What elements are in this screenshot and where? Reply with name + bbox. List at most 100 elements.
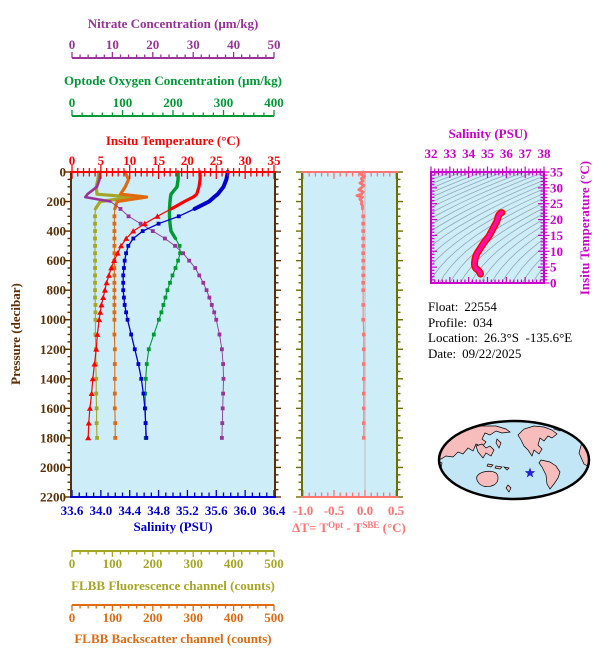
svg-text:35: 35	[268, 153, 282, 168]
svg-text:1600: 1600	[40, 401, 66, 416]
svg-text:10: 10	[550, 244, 563, 259]
svg-text:0: 0	[69, 37, 76, 52]
svg-text:2000: 2000	[40, 460, 66, 475]
backscatter-axis-title: FLBB Backscatter channel (counts)	[74, 631, 272, 646]
svg-text:100: 100	[103, 556, 123, 571]
profile-value: 034	[473, 314, 493, 330]
pressure-axis-title: Pressure (decibar)	[8, 283, 23, 385]
location-value: 26.3°S -135.6°E	[483, 330, 573, 345]
svg-text:0.0: 0.0	[357, 503, 373, 518]
salinity-axis-title: Salinity (PSU)	[133, 519, 213, 534]
float-id-row: Float: 22554	[428, 299, 572, 315]
svg-text:400: 400	[47, 224, 67, 239]
svg-text:200: 200	[47, 194, 67, 209]
svg-text:34.4: 34.4	[118, 503, 141, 518]
svg-text:36.4: 36.4	[263, 503, 286, 518]
svg-text:2200: 2200	[40, 490, 66, 505]
svg-text:33.6: 33.6	[61, 503, 84, 518]
oxygen-axis: 0 100 200 300 400	[69, 95, 284, 117]
svg-text:34.8: 34.8	[147, 503, 170, 518]
svg-text:36: 36	[500, 146, 514, 161]
svg-text:1000: 1000	[40, 312, 66, 327]
svg-text:0: 0	[69, 153, 76, 168]
svg-text:0: 0	[550, 276, 557, 291]
svg-text:35.6: 35.6	[205, 503, 228, 518]
svg-text:37: 37	[519, 146, 533, 161]
svg-text:500: 500	[264, 556, 284, 571]
svg-text:400: 400	[264, 95, 284, 110]
svg-text:20: 20	[181, 153, 194, 168]
svg-text:30: 30	[550, 180, 563, 195]
svg-text:20: 20	[550, 212, 563, 227]
svg-text:34.0: 34.0	[89, 503, 112, 518]
svg-text:0: 0	[69, 610, 76, 625]
svg-text:34: 34	[462, 146, 476, 161]
svg-text:32: 32	[425, 146, 438, 161]
svg-text:300: 300	[183, 556, 203, 571]
delta-t-sup-opt: Opt	[328, 520, 344, 530]
svg-text:300: 300	[183, 610, 203, 625]
svg-text:35: 35	[481, 146, 495, 161]
svg-text:100: 100	[113, 95, 133, 110]
svg-text:33: 33	[443, 146, 457, 161]
svg-text:0: 0	[69, 95, 76, 110]
svg-text:600: 600	[47, 253, 67, 268]
delta-t-axis-title: ΔT= TOpt - TSBE (°C)	[292, 520, 406, 536]
svg-text:200: 200	[143, 610, 163, 625]
isopycnal-contours	[431, 172, 544, 283]
svg-text:400: 400	[224, 556, 244, 571]
svg-text:30: 30	[239, 153, 252, 168]
float-id-label: Float:	[428, 299, 459, 314]
svg-text:25: 25	[210, 153, 224, 168]
fluorescence-axis-title: FLBB Fluorescence channel (counts)	[71, 578, 275, 593]
location-label: Location:	[428, 330, 478, 345]
svg-text:100: 100	[103, 610, 123, 625]
svg-text:25: 25	[550, 196, 564, 211]
svg-text:-0.5: -0.5	[324, 503, 345, 518]
svg-text:0.5: 0.5	[388, 503, 405, 518]
svg-text:10: 10	[106, 37, 119, 52]
svg-text:5: 5	[550, 260, 557, 275]
temperature-axis-title: Insitu Temperature (°C)	[105, 133, 241, 148]
svg-text:35.2: 35.2	[176, 503, 199, 518]
fluorescence-axis: 0 100 200 300 400 500	[69, 550, 284, 571]
delta-t-mid: - T	[343, 520, 363, 535]
profile-label: Profile:	[428, 314, 467, 330]
oxygen-axis-title: Optode Oxygen Concentration (μm/kg)	[64, 73, 282, 88]
svg-text:200: 200	[143, 556, 163, 571]
svg-text:400: 400	[224, 610, 244, 625]
world-map	[437, 419, 591, 501]
svg-text:1200: 1200	[40, 342, 66, 357]
svg-text:20: 20	[146, 37, 159, 52]
svg-text:300: 300	[214, 95, 234, 110]
svg-text:1800: 1800	[40, 430, 66, 445]
location-row: Location: 26.3°S -135.6°E	[428, 330, 572, 346]
svg-text:36.0: 36.0	[234, 503, 257, 518]
svg-text:50: 50	[268, 37, 281, 52]
float-info-block: Float: 22554 Profile: 034 Location: 26.3°S …	[428, 299, 572, 361]
main-profile-panel: 0 200 400 600 800 1000 1200 1400 1600 1800 2000 220…	[40, 153, 286, 518]
backscatter-axis: 0 100 200 300 400 500	[69, 604, 284, 625]
svg-text:1400: 1400	[40, 371, 66, 386]
nitrate-axis-title: Nitrate Concentration (μm/kg)	[87, 16, 259, 31]
svg-text:35: 35	[550, 165, 564, 180]
delta-t-prefix: ΔT= T	[292, 520, 329, 535]
svg-text:500: 500	[264, 610, 284, 625]
delta-t-panel: -1.0 -0.5 0.0 0.5	[293, 170, 405, 518]
svg-text:800: 800	[47, 283, 67, 298]
date-value: 09/22/2025	[462, 345, 522, 361]
svg-text:-1.0: -1.0	[293, 503, 314, 518]
ts-temperature-axis-title: Insitu Temperature (°C)	[577, 160, 592, 296]
svg-text:0: 0	[69, 556, 76, 571]
svg-text:30: 30	[187, 37, 200, 52]
profile-row: Profile: 034	[428, 315, 572, 331]
svg-text:10: 10	[123, 153, 136, 168]
svg-text:200: 200	[163, 95, 183, 110]
delta-t-suffix: (°C)	[379, 520, 406, 535]
ts-salinity-axis-title: Salinity (PSU)	[448, 126, 528, 141]
svg-text:15: 15	[550, 228, 564, 243]
svg-text:15: 15	[152, 153, 166, 168]
svg-text:40: 40	[227, 37, 240, 52]
